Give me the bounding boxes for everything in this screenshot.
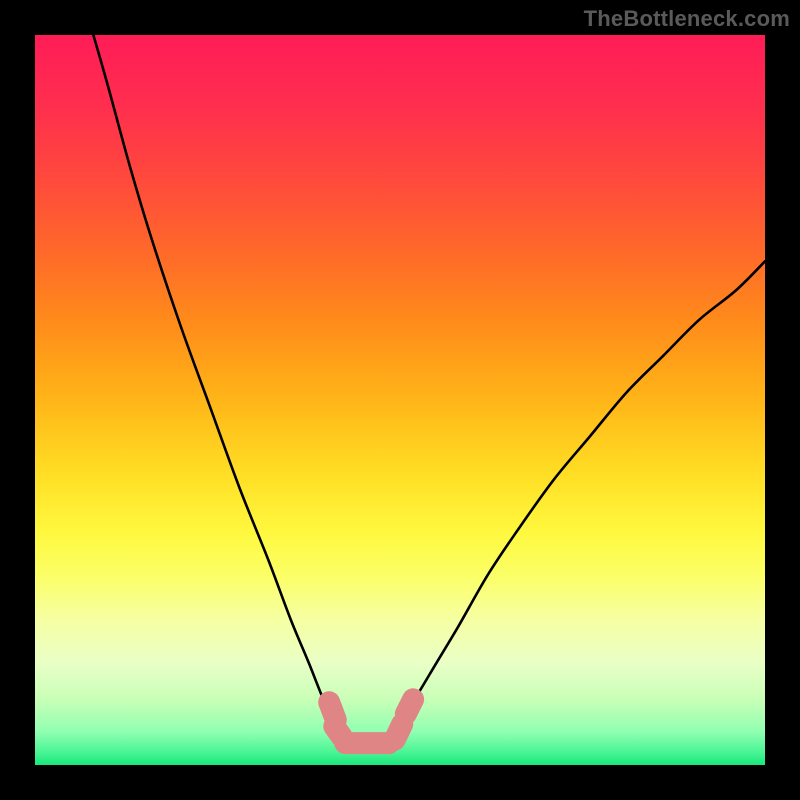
plot-gradient [35,35,765,765]
trough-segment [406,699,413,714]
bottleneck-curve-chart [0,0,800,800]
trough-segment [395,724,402,739]
watermark-text: TheBottleneck.com [584,6,790,32]
chart-stage: TheBottleneck.com [0,0,800,800]
